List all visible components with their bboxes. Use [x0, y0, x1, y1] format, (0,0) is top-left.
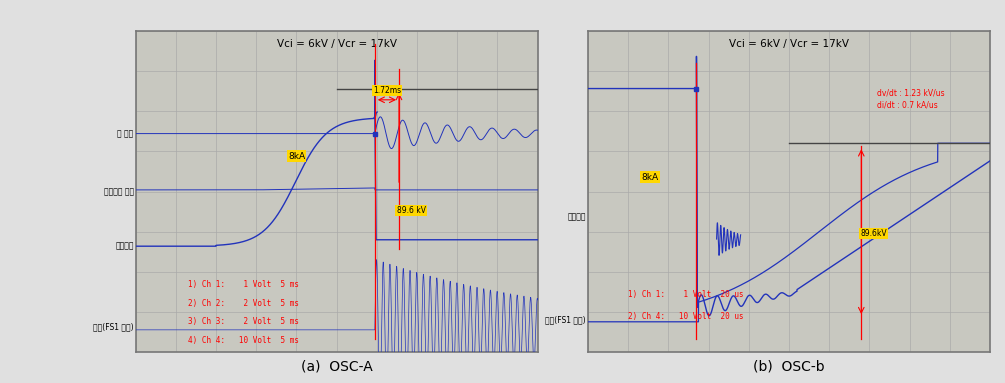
Text: 1) Ch 1:    1 Volt  20 us: 1) Ch 1: 1 Volt 20 us [628, 290, 744, 299]
Text: 역 전류: 역 전류 [118, 129, 134, 138]
Text: 2) Ch 4:   10 Volt  20 us: 2) Ch 4: 10 Volt 20 us [628, 312, 744, 321]
Text: Vci = 6kV / Vcr = 17kV: Vci = 6kV / Vcr = 17kV [729, 39, 849, 49]
Text: 고장전류: 고장전류 [116, 242, 134, 251]
Text: (a)  OSC-A: (a) OSC-A [300, 359, 373, 373]
Text: 89.6 kV: 89.6 kV [397, 206, 425, 215]
Text: dv/dt : 1.23 kV/us
di/dt : 0.7 kA/us: dv/dt : 1.23 kV/us di/dt : 0.7 kA/us [877, 88, 945, 110]
Text: 1.72ms: 1.72ms [373, 86, 401, 95]
Text: (b)  OSC-b: (b) OSC-b [753, 359, 825, 373]
Text: 롬시로일 전류: 롬시로일 전류 [104, 187, 134, 196]
Text: 8kA: 8kA [641, 172, 659, 182]
Text: 1) Ch 1:    1 Volt  5 ms: 1) Ch 1: 1 Volt 5 ms [188, 280, 298, 289]
Text: 전압(FS1 전단): 전압(FS1 전단) [93, 322, 134, 331]
Text: 고장전류: 고장전류 [568, 213, 586, 222]
Text: 3) Ch 3:    2 Volt  5 ms: 3) Ch 3: 2 Volt 5 ms [188, 317, 298, 326]
Text: 4) Ch 4:   10 Volt  5 ms: 4) Ch 4: 10 Volt 5 ms [188, 336, 298, 345]
Text: 8kA: 8kA [287, 152, 306, 160]
Text: 전압(FS1 전단): 전압(FS1 전단) [546, 316, 586, 325]
Text: Vci = 6kV / Vcr = 17kV: Vci = 6kV / Vcr = 17kV [276, 39, 397, 49]
Text: 2) Ch 2:    2 Volt  5 ms: 2) Ch 2: 2 Volt 5 ms [188, 299, 298, 308]
Text: 89.6kV: 89.6kV [860, 229, 886, 238]
